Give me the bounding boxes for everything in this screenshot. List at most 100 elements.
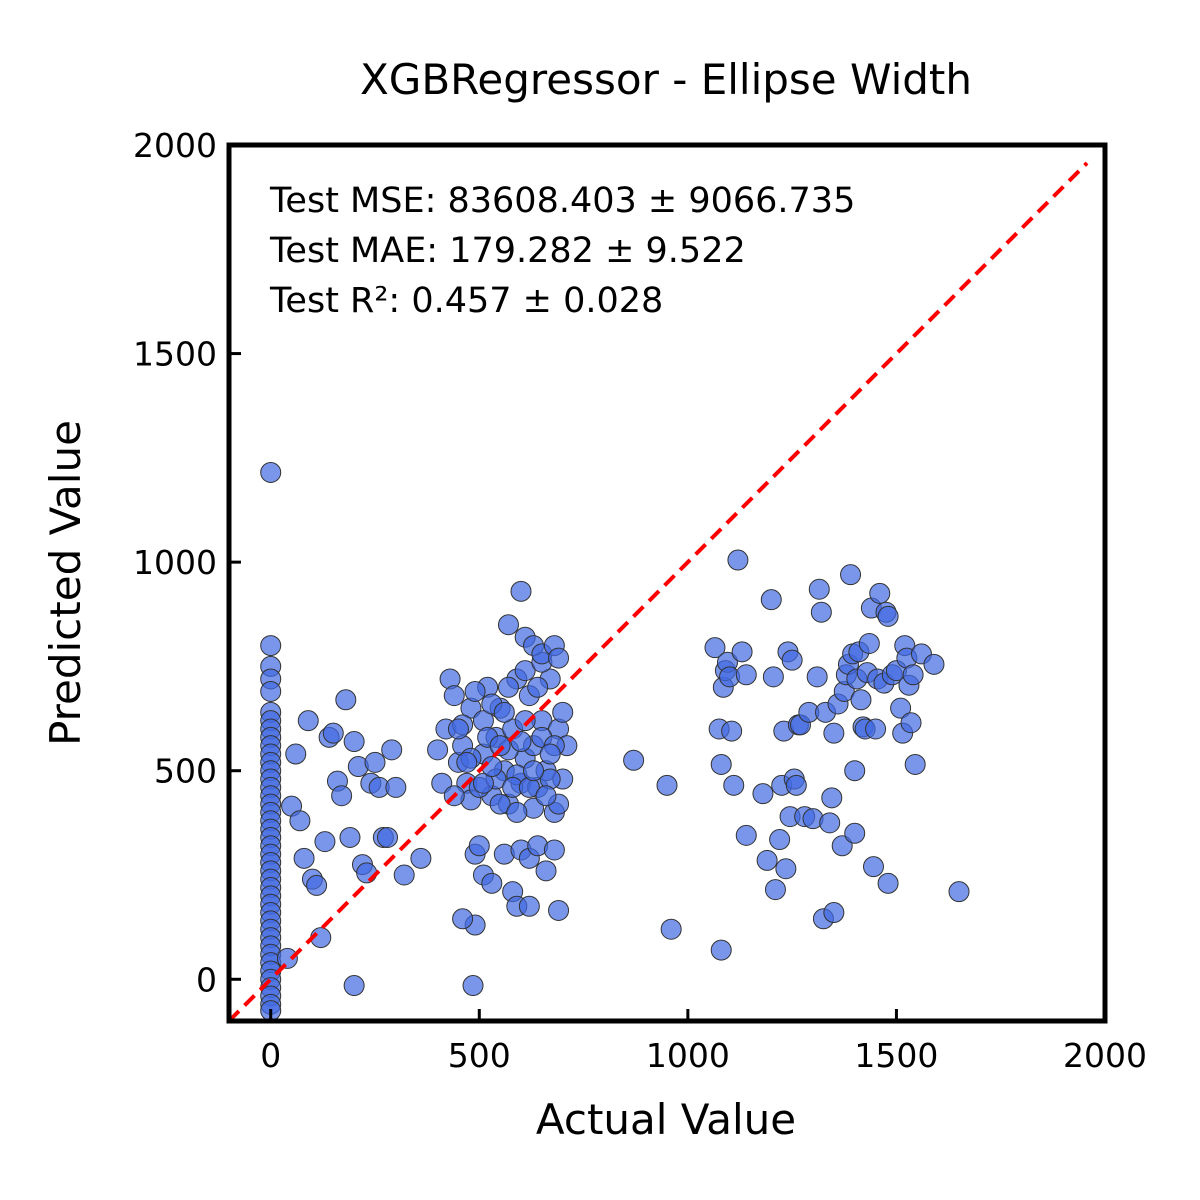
data-point [331, 785, 353, 807]
plot-frame [226, 142, 1108, 1024]
data-point [808, 578, 830, 600]
data-point [785, 774, 807, 796]
data-point [462, 975, 484, 997]
data-point [335, 689, 357, 711]
data-point [710, 753, 732, 775]
data-point [723, 774, 745, 796]
data-point [823, 722, 845, 744]
x-tick-label: 500 [448, 1036, 511, 1075]
data-point [756, 849, 778, 871]
data-point [548, 647, 570, 669]
data-point [781, 649, 803, 671]
data-point [900, 712, 922, 734]
data-point [810, 601, 832, 623]
data-point [260, 461, 282, 483]
data-point [543, 839, 565, 861]
data-points [260, 461, 970, 1022]
data-point [518, 895, 540, 917]
data-point [464, 680, 486, 702]
annotation-mse: Test MSE: 83608.403 ± 9066.735 [269, 181, 855, 221]
data-point [775, 858, 797, 880]
data-point [844, 760, 866, 782]
data-point [452, 908, 474, 930]
chart-title: XGBRegressor - Ellipse Width [360, 55, 972, 104]
data-point [823, 902, 845, 924]
data-point [364, 751, 386, 773]
data-point [764, 879, 786, 901]
data-point [506, 801, 528, 823]
x-tick-label: 1500 [854, 1036, 938, 1075]
data-point [752, 783, 774, 805]
data-point [493, 701, 515, 723]
data-point [731, 641, 753, 663]
data-point [539, 743, 561, 765]
data-point [710, 939, 732, 961]
data-point [260, 680, 282, 702]
data-point [410, 847, 432, 869]
data-point [844, 822, 866, 844]
data-point [623, 749, 645, 771]
data-point [285, 743, 307, 765]
data-point [535, 860, 557, 882]
data-point [427, 739, 449, 761]
y-tick-label: 2000 [133, 126, 217, 165]
data-point [339, 826, 361, 848]
data-point [821, 787, 843, 809]
x-tick-label: 1000 [646, 1036, 730, 1075]
data-point [514, 710, 536, 732]
y-tick-label: 500 [154, 752, 217, 791]
data-point [343, 975, 365, 997]
data-point [869, 582, 891, 604]
data-point [481, 872, 503, 894]
data-point [552, 701, 574, 723]
data-point [535, 785, 557, 807]
x-tick-label: 0 [260, 1036, 281, 1075]
data-point [276, 947, 298, 969]
data-point [260, 635, 282, 657]
y-tick-label: 0 [196, 960, 217, 999]
annotation-mae: Test MAE: 179.282 ± 9.522 [269, 231, 746, 271]
data-point [877, 872, 899, 894]
data-point [760, 589, 782, 611]
data-point [762, 666, 784, 688]
data-point [862, 856, 884, 878]
data-point [704, 637, 726, 659]
y-tick-label: 1500 [133, 335, 217, 374]
data-point [735, 824, 757, 846]
data-point [850, 689, 872, 711]
x-axis-label: Actual Value [536, 1095, 796, 1144]
data-point [431, 772, 453, 794]
data-point [497, 614, 519, 636]
data-point [472, 772, 494, 794]
data-point [381, 739, 403, 761]
data-point [806, 666, 828, 688]
data-point [497, 676, 519, 698]
data-point [727, 549, 749, 571]
y-tick-label: 1000 [133, 543, 217, 582]
data-point [904, 753, 926, 775]
data-point [877, 605, 899, 627]
data-point [865, 718, 887, 740]
data-point [858, 632, 880, 654]
data-point [902, 664, 924, 686]
data-point [527, 676, 549, 698]
data-point [840, 564, 862, 586]
metrics-annotation: Test MSE: 83608.403 ± 9066.735 Test MAE:… [269, 181, 855, 321]
data-point [385, 776, 407, 798]
data-point [923, 653, 945, 675]
data-point [447, 718, 469, 740]
data-point [456, 751, 478, 773]
data-point [293, 847, 315, 869]
data-point [393, 864, 415, 886]
data-point [514, 660, 536, 682]
data-point [948, 881, 970, 903]
data-point [660, 918, 682, 940]
data-point [548, 899, 570, 921]
data-point [322, 722, 344, 744]
data-point [377, 826, 399, 848]
data-point [510, 580, 532, 602]
data-point [489, 793, 511, 815]
data-point [343, 731, 365, 753]
data-point [523, 760, 545, 782]
